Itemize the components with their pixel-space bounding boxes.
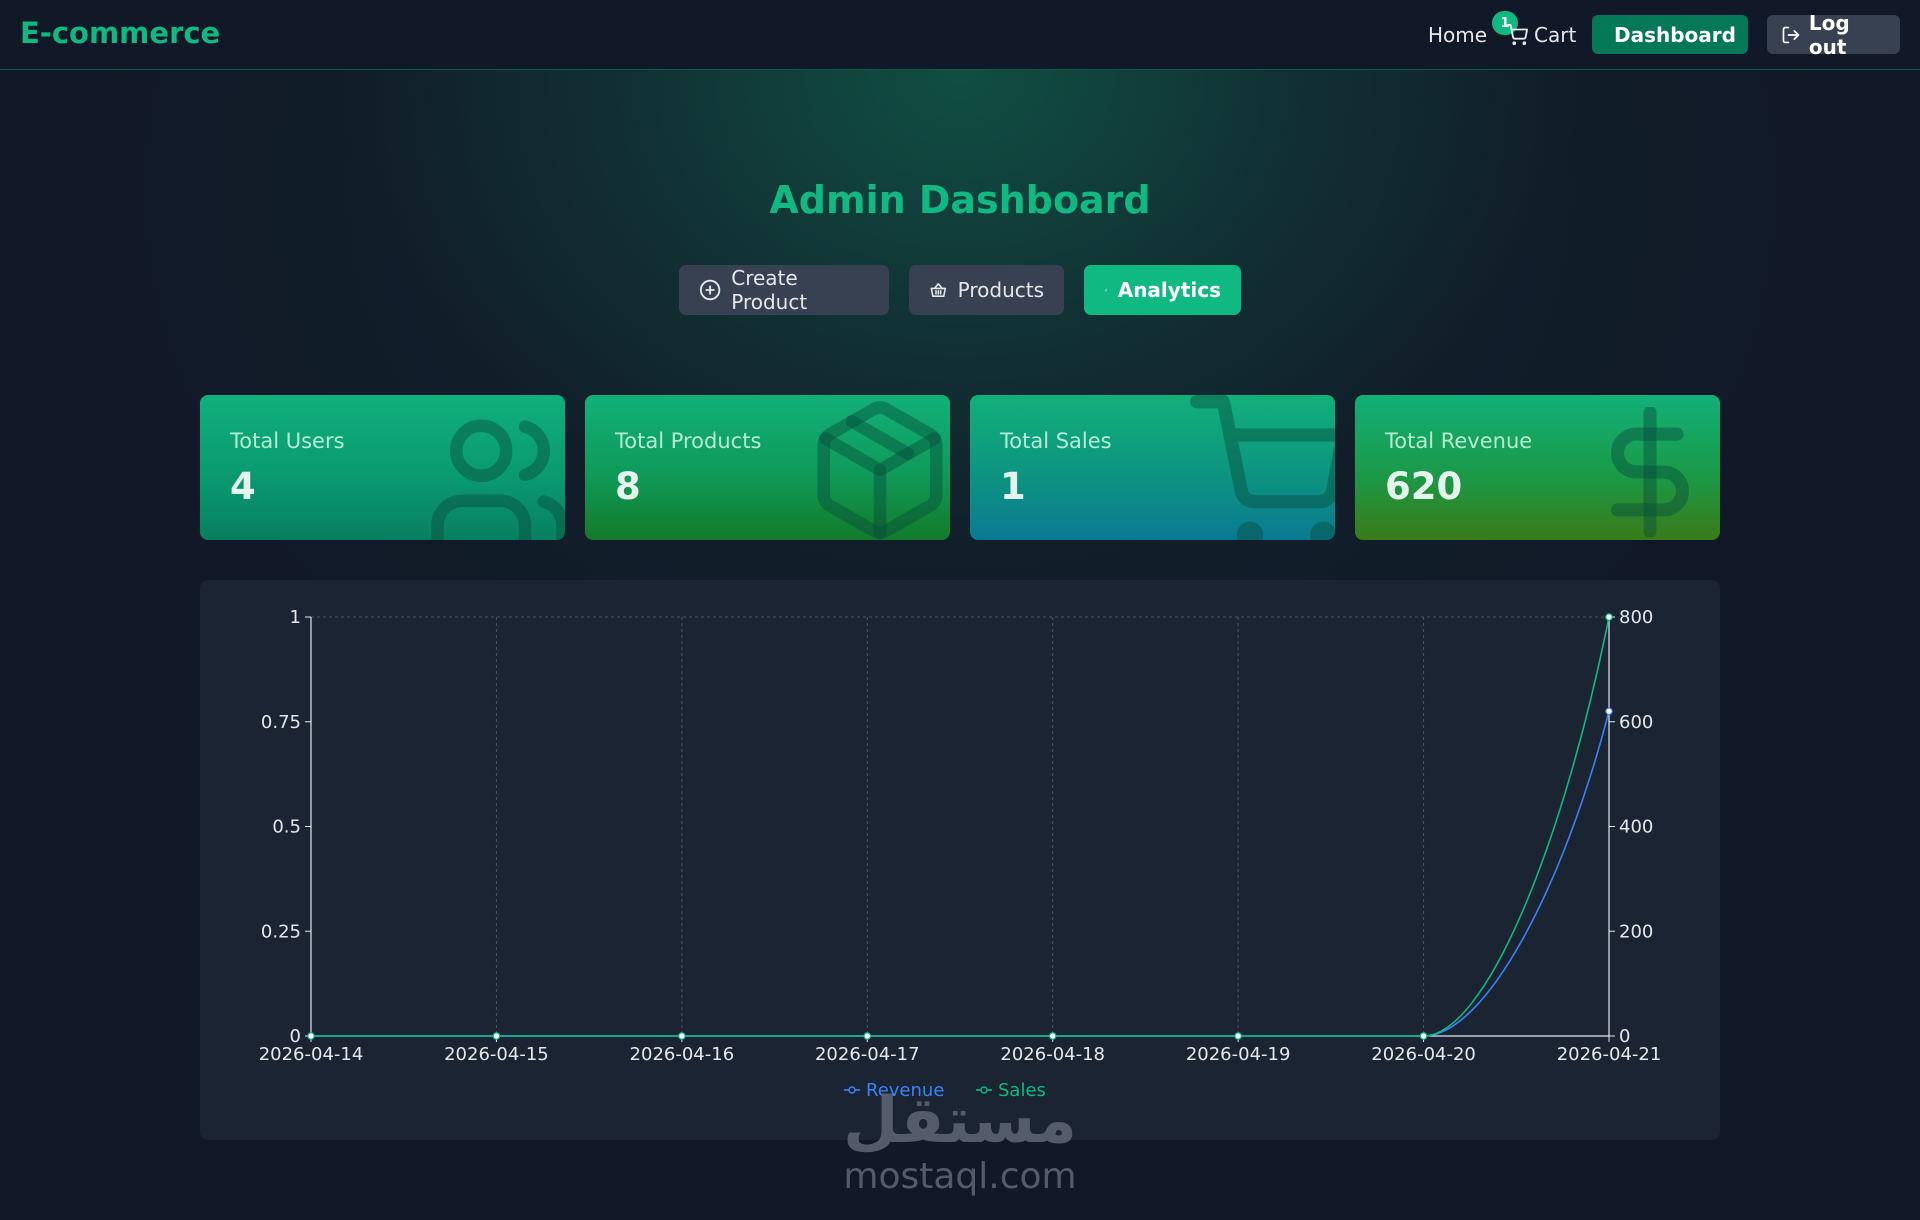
watermark-arabic: مستقل xyxy=(842,1084,1078,1158)
analytics-chart-panel xyxy=(200,580,1720,1140)
bar-chart-icon xyxy=(1104,288,1107,292)
series-point-sales xyxy=(863,1032,872,1040)
series-point-revenue xyxy=(1605,707,1613,716)
shopping-cart-icon xyxy=(1506,24,1528,46)
dollar-sign-icon xyxy=(1611,407,1689,537)
stat-value: 1 xyxy=(1000,465,1026,508)
watermark: مستقل mostaql.com xyxy=(780,1085,1140,1197)
tab-products[interactable]: Products xyxy=(909,265,1064,315)
series-point-sales xyxy=(1048,1032,1057,1040)
stat-card-revenue: Total Revenue 620 xyxy=(1355,395,1720,540)
y-left-tick-label: 1 xyxy=(290,607,301,628)
tab-analytics-label: Analytics xyxy=(1117,278,1221,302)
x-tick-label: 2026-04-19 xyxy=(1186,1044,1291,1065)
x-tick-label: 2026-04-15 xyxy=(444,1044,549,1065)
nav-cart-label: Cart xyxy=(1534,23,1577,47)
legend-label-revenue: Revenue xyxy=(866,1080,944,1101)
y-right-tick-label: 600 xyxy=(1619,712,1653,733)
series-point-sales xyxy=(678,1032,686,1040)
y-right-tick-label: 800 xyxy=(1619,607,1653,628)
basket-icon xyxy=(930,283,947,297)
tab-create-product-label: Create Product xyxy=(731,266,808,314)
nav-cart-link[interactable]: Cart xyxy=(1506,23,1576,47)
users-icon xyxy=(431,419,565,540)
stat-label: Total Products xyxy=(615,429,762,453)
x-tick-label: 2026-04-21 xyxy=(1557,1044,1662,1065)
plus-circle-icon xyxy=(699,279,721,301)
stat-card-sales: Total Sales 1 xyxy=(970,395,1335,540)
page-title: Admin Dashboard xyxy=(769,178,1151,222)
x-tick-label: 2026-04-18 xyxy=(1000,1044,1105,1065)
series-point-sales xyxy=(307,1032,315,1040)
series-line-revenue xyxy=(311,711,1610,1037)
y-left-tick-label: 0.25 xyxy=(261,921,301,942)
shopping-cart-icon xyxy=(1190,395,1335,540)
y-left-tick-label: 0 xyxy=(290,1026,301,1047)
stat-value: 8 xyxy=(615,465,641,508)
dashboard-button-label: Dashboard xyxy=(1614,22,1736,47)
y-left-tick-label: 0.5 xyxy=(272,817,301,838)
stat-label: Total Revenue xyxy=(1385,429,1533,453)
series-point-sales xyxy=(492,1032,501,1040)
dashboard-button[interactable]: Dashboard xyxy=(1592,15,1748,54)
nav-home-link[interactable]: Home xyxy=(1428,23,1488,47)
stat-card-products: Total Products 8 xyxy=(585,395,950,540)
series-point-sales xyxy=(1234,1032,1242,1040)
legend-label-sales: Sales xyxy=(998,1080,1046,1101)
watermark-latin: mostaql.com xyxy=(843,1156,1077,1197)
series-line-sales xyxy=(311,616,1610,1037)
legend-marker-dot xyxy=(980,1086,988,1094)
brand-logo[interactable]: E-commerce xyxy=(20,16,221,50)
stat-card-users: Total Users 4 xyxy=(200,395,565,540)
y-left-tick-label: 0.75 xyxy=(261,712,301,733)
cart-count-badge: 1 xyxy=(1492,11,1518,35)
stat-label: Total Sales xyxy=(1000,429,1112,453)
x-tick-label: 2026-04-14 xyxy=(259,1044,364,1065)
x-tick-label: 2026-04-20 xyxy=(1371,1044,1476,1065)
legend-marker-dot xyxy=(848,1086,856,1094)
stat-label: Total Users xyxy=(230,429,345,453)
log-out-icon xyxy=(1782,26,1800,43)
x-tick-label: 2026-04-17 xyxy=(815,1044,920,1065)
analytics-line-chart: 0 0.25 0.5 0.75 1 0 200 400 600 800 2026-04-14 2026… xyxy=(259,607,1662,1101)
series-point-sales xyxy=(1605,613,1613,621)
logout-button-label: Log out xyxy=(1808,10,1850,59)
y-right-tick-label: 0 xyxy=(1619,1026,1630,1047)
stat-value: 4 xyxy=(230,465,256,508)
stat-value: 620 xyxy=(1385,465,1463,508)
y-right-tick-label: 200 xyxy=(1619,921,1653,942)
top-navbar: E-commerce Home 1 Cart Dashboard Log out xyxy=(0,0,1920,70)
tab-analytics[interactable]: Analytics xyxy=(1084,265,1241,315)
y-right-tick-label: 400 xyxy=(1619,817,1653,838)
series-point-sales xyxy=(1419,1032,1428,1040)
tab-create-product[interactable]: Create Product xyxy=(679,265,889,315)
x-tick-label: 2026-04-16 xyxy=(630,1044,735,1065)
logout-button[interactable]: Log out xyxy=(1767,11,1900,59)
tab-products-label: Products xyxy=(957,278,1044,302)
package-icon xyxy=(817,401,943,540)
